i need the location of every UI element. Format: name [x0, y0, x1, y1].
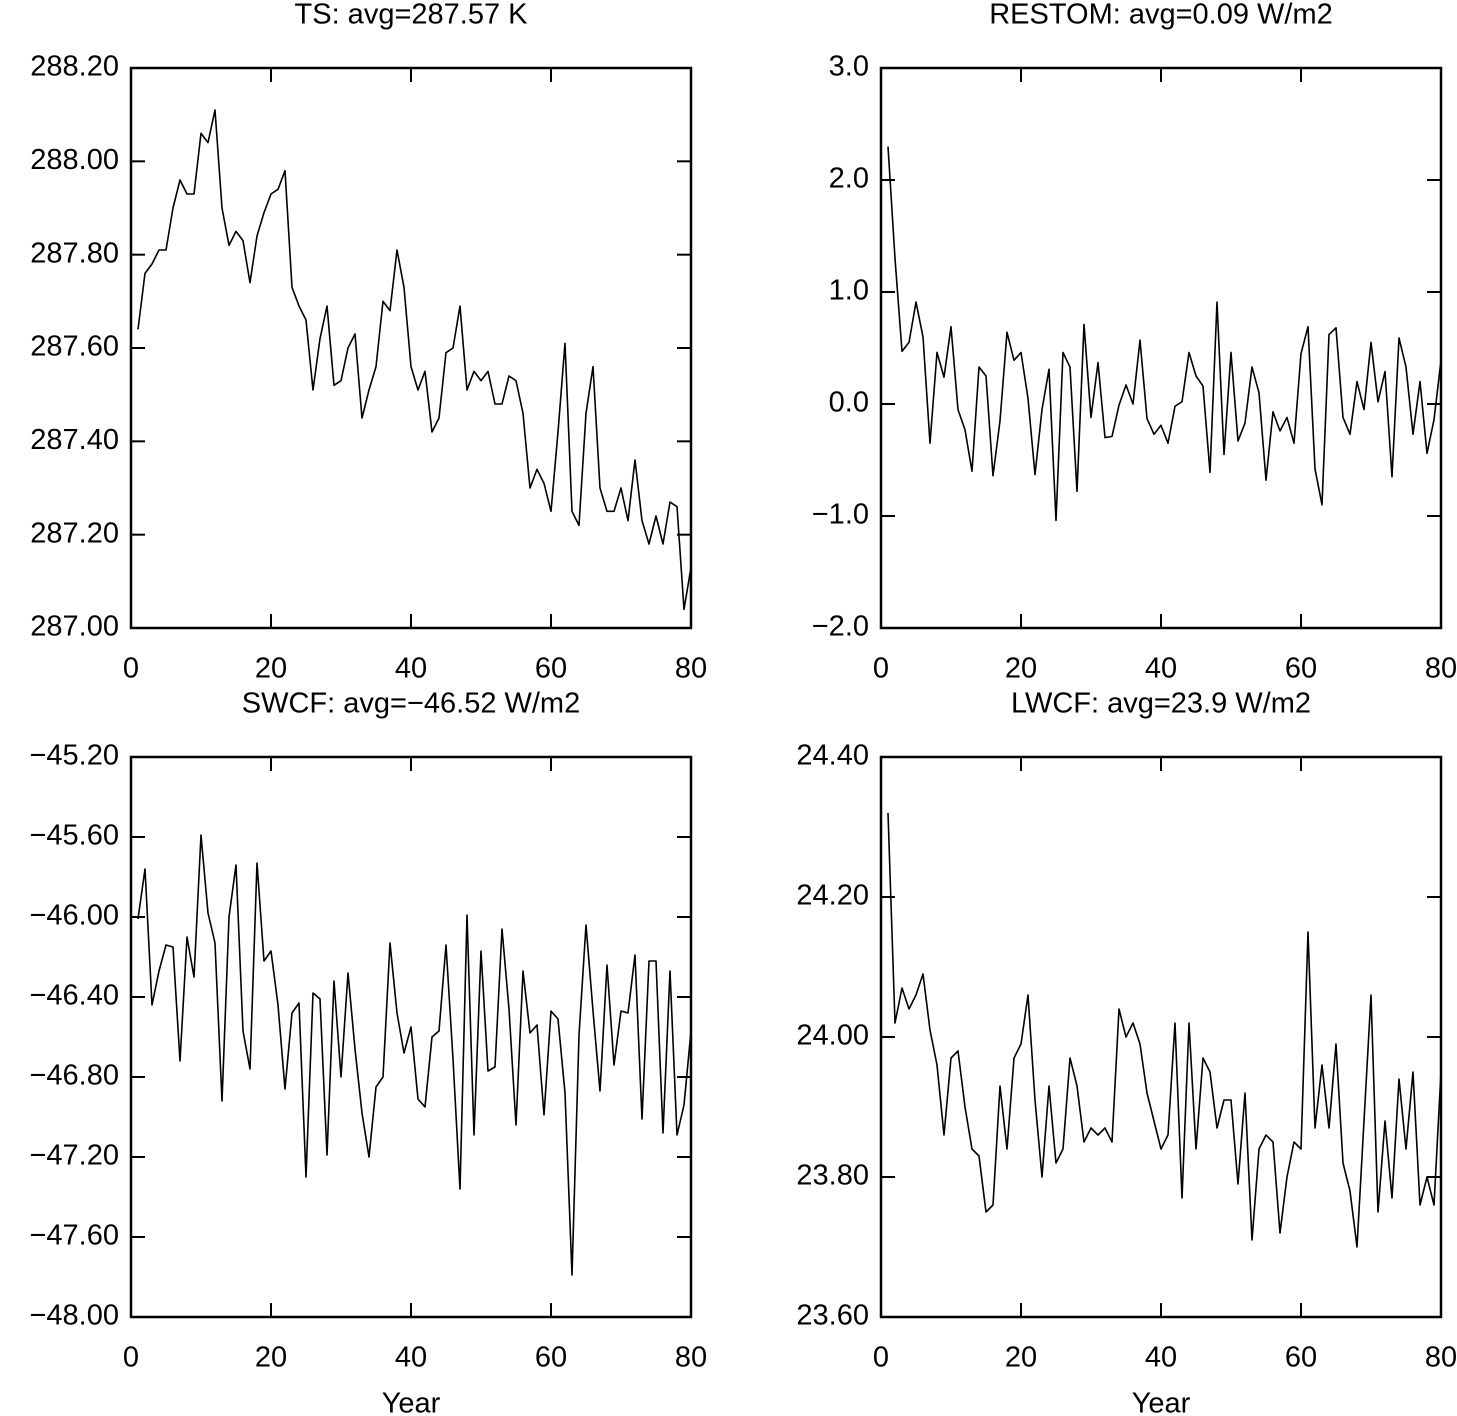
y-tick-label: 24.40	[796, 740, 869, 772]
data-line	[887, 146, 1442, 522]
x-tick-label: 20	[255, 1342, 287, 1374]
y-tick-label: −1.0	[812, 499, 869, 531]
x-tick-label: 80	[675, 653, 707, 685]
x-tick-label: 60	[1285, 653, 1317, 685]
x-tick-label: 80	[675, 1342, 707, 1374]
y-tick-label: 3.0	[829, 51, 869, 83]
x-axis-label: Year	[1132, 1388, 1191, 1416]
x-tick-label: 20	[255, 653, 287, 685]
y-tick-label: −47.20	[29, 1140, 119, 1172]
chart-title: TS: avg=287.57 K	[295, 0, 529, 31]
y-tick-label: −46.00	[29, 900, 119, 932]
y-tick-label: −2.0	[812, 611, 869, 643]
y-tick-label: −45.20	[29, 740, 119, 772]
y-tick-label: 23.60	[796, 1300, 869, 1332]
x-tick-label: 0	[123, 653, 139, 685]
x-tick-label: 40	[395, 653, 427, 685]
x-tick-label: 80	[1425, 653, 1457, 685]
data-line	[137, 834, 692, 1276]
x-tick-label: 0	[873, 1342, 889, 1374]
y-tick-label: 287.00	[30, 611, 119, 643]
y-tick-label: 2.0	[829, 163, 869, 195]
y-tick-label: 24.00	[796, 1020, 869, 1052]
y-tick-label: −46.40	[29, 980, 119, 1012]
chart-title: LWCF: avg=23.9 W/m2	[1011, 688, 1311, 720]
x-tick-label: 60	[535, 653, 567, 685]
x-axis-label: Year	[382, 1388, 441, 1416]
data-line	[887, 812, 1442, 1248]
y-tick-label: 288.20	[30, 51, 119, 83]
y-tick-label: 1.0	[829, 275, 869, 307]
data-line	[137, 109, 692, 611]
y-tick-label: 0.0	[829, 387, 869, 419]
x-tick-label: 40	[395, 1342, 427, 1374]
x-tick-label: 80	[1425, 1342, 1457, 1374]
x-tick-label: 60	[1285, 1342, 1317, 1374]
y-tick-label: −47.60	[29, 1220, 119, 1252]
y-tick-label: −48.00	[29, 1300, 119, 1332]
x-tick-label: 60	[535, 1342, 567, 1374]
chart-title: RESTOM: avg=0.09 W/m2	[989, 0, 1333, 31]
plot-frame	[879, 755, 1443, 1319]
x-tick-label: 0	[873, 653, 889, 685]
y-tick-label: 288.00	[30, 144, 119, 176]
plot-frame	[879, 66, 1443, 630]
x-tick-label: 0	[123, 1342, 139, 1374]
x-tick-label: 20	[1005, 1342, 1037, 1374]
y-tick-label: 287.40	[30, 424, 119, 456]
y-tick-label: 287.80	[30, 237, 119, 269]
chart-title: SWCF: avg=−46.52 W/m2	[242, 688, 580, 720]
plot-frame	[129, 66, 693, 630]
plot-frame	[129, 755, 693, 1319]
x-tick-label: 40	[1145, 653, 1177, 685]
y-tick-label: −45.60	[29, 820, 119, 852]
y-tick-label: 24.20	[796, 880, 869, 912]
y-tick-label: 23.80	[796, 1160, 869, 1192]
x-tick-label: 40	[1145, 1342, 1177, 1374]
y-tick-label: 287.60	[30, 331, 119, 363]
y-tick-label: 287.20	[30, 517, 119, 549]
y-tick-label: −46.80	[29, 1060, 119, 1092]
x-tick-label: 20	[1005, 653, 1037, 685]
